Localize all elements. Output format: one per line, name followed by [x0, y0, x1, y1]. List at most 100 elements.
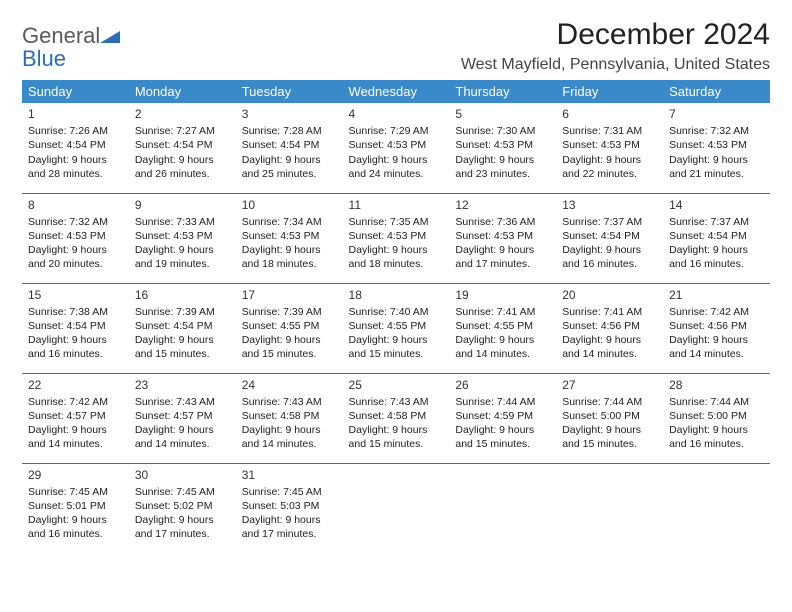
calendar-table: SundayMondayTuesdayWednesdayThursdayFrid…: [22, 80, 770, 553]
day2-line: and 25 minutes.: [242, 167, 337, 181]
sunset-line: Sunset: 5:00 PM: [562, 409, 657, 423]
day-number: 2: [135, 106, 230, 122]
day-number: 20: [562, 287, 657, 303]
day-header: Tuesday: [236, 80, 343, 103]
day2-line: and 16 minutes.: [669, 257, 764, 271]
calendar-cell: 27Sunrise: 7:44 AMSunset: 5:00 PMDayligh…: [556, 373, 663, 463]
sunset-line: Sunset: 4:54 PM: [28, 138, 123, 152]
calendar-cell: 15Sunrise: 7:38 AMSunset: 4:54 PMDayligh…: [22, 283, 129, 373]
day-number: 14: [669, 197, 764, 213]
day1-line: Daylight: 9 hours: [669, 333, 764, 347]
day-number: 25: [349, 377, 444, 393]
sunset-line: Sunset: 4:54 PM: [135, 138, 230, 152]
day-number: 22: [28, 377, 123, 393]
calendar-cell: 28Sunrise: 7:44 AMSunset: 5:00 PMDayligh…: [663, 373, 770, 463]
calendar-cell: [556, 463, 663, 553]
day2-line: and 14 minutes.: [135, 437, 230, 451]
day1-line: Daylight: 9 hours: [135, 513, 230, 527]
day1-line: Daylight: 9 hours: [28, 333, 123, 347]
sunset-line: Sunset: 4:55 PM: [455, 319, 550, 333]
day-number: 9: [135, 197, 230, 213]
day-number: 19: [455, 287, 550, 303]
calendar-cell: 25 Sunrise: 7:43 AMSunset: 4:58 PMDayligh…: [343, 373, 450, 463]
calendar-cell: 16Sunrise: 7:39 AMSunset: 4:54 PMDayligh…: [129, 283, 236, 373]
day1-line: Daylight: 9 hours: [135, 333, 230, 347]
day-number: 29: [28, 467, 123, 483]
calendar-cell: 26Sunrise: 7:44 AMSunset: 4:59 PMDayligh…: [449, 373, 556, 463]
calendar-row: 15Sunrise: 7:38 AMSunset: 4:54 PMDayligh…: [22, 283, 770, 373]
day1-line: Daylight: 9 hours: [455, 243, 550, 257]
day-header: Sunday: [22, 80, 129, 103]
day2-line: and 21 minutes.: [669, 167, 764, 181]
sunrise-line: Sunrise: 7:32 AM: [28, 215, 123, 229]
sunset-line: Sunset: 4:53 PM: [135, 229, 230, 243]
day1-line: Daylight: 9 hours: [242, 423, 337, 437]
day1-line: Daylight: 9 hours: [349, 243, 444, 257]
day-number: 13: [562, 197, 657, 213]
day1-line: Daylight: 9 hours: [135, 243, 230, 257]
sunset-line: Sunset: 4:58 PM: [349, 409, 444, 423]
location: West Mayfield, Pennsylvania, United Stat…: [461, 56, 770, 74]
day-header: Thursday: [449, 80, 556, 103]
calendar-row: 1Sunrise: 7:26 AMSunset: 4:54 PMDaylight…: [22, 103, 770, 193]
day-header: Monday: [129, 80, 236, 103]
day-number: 7: [669, 106, 764, 122]
sunset-line: Sunset: 5:00 PM: [669, 409, 764, 423]
day2-line: and 15 minutes.: [562, 437, 657, 451]
sunrise-line: Sunrise: 7:30 AM: [455, 124, 550, 138]
day2-line: and 16 minutes.: [562, 257, 657, 271]
day2-line: and 15 minutes.: [242, 347, 337, 361]
day2-line: and 28 minutes.: [28, 167, 123, 181]
day1-line: Daylight: 9 hours: [242, 243, 337, 257]
day1-line: Daylight: 9 hours: [242, 153, 337, 167]
sunset-line: Sunset: 4:57 PM: [28, 409, 123, 423]
day1-line: Daylight: 9 hours: [562, 243, 657, 257]
day-number: 30: [135, 467, 230, 483]
sunrise-line: Sunrise: 7:44 AM: [455, 395, 550, 409]
day2-line: and 16 minutes.: [28, 347, 123, 361]
sunset-line: Sunset: 4:53 PM: [455, 138, 550, 152]
logo-line1: General: [22, 23, 100, 48]
calendar-cell: [449, 463, 556, 553]
sunrise-line: Sunrise: 7:37 AM: [669, 215, 764, 229]
sunset-line: Sunset: 4:54 PM: [669, 229, 764, 243]
sunset-line: Sunset: 4:56 PM: [562, 319, 657, 333]
calendar-cell: 18Sunrise: 7:40 AMSunset: 4:55 PMDayligh…: [343, 283, 450, 373]
day2-line: and 18 minutes.: [242, 257, 337, 271]
sunrise-line: Sunrise: 7:45 AM: [28, 485, 123, 499]
day1-line: Daylight: 9 hours: [349, 423, 444, 437]
day1-line: Daylight: 9 hours: [28, 513, 123, 527]
day-header: Wednesday: [343, 80, 450, 103]
day1-line: Daylight: 9 hours: [455, 423, 550, 437]
calendar-cell: 4Sunrise: 7:29 AMSunset: 4:53 PMDaylight…: [343, 103, 450, 193]
day-number: 21: [669, 287, 764, 303]
day-number: 8: [28, 197, 123, 213]
sunrise-line: Sunrise: 7:39 AM: [242, 305, 337, 319]
calendar-cell: 12Sunrise: 7:36 AMSunset: 4:53 PMDayligh…: [449, 193, 556, 283]
day2-line: and 23 minutes.: [455, 167, 550, 181]
day2-line: and 14 minutes.: [455, 347, 550, 361]
calendar-cell: 20Sunrise: 7:41 AMSunset: 4:56 PMDayligh…: [556, 283, 663, 373]
day1-line: Daylight: 9 hours: [349, 333, 444, 347]
day-number: 4: [349, 106, 444, 122]
sunset-line: Sunset: 4:53 PM: [669, 138, 764, 152]
day-number: 1: [28, 106, 123, 122]
day-number: 27: [562, 377, 657, 393]
calendar-cell: 7Sunrise: 7:32 AMSunset: 4:53 PMDaylight…: [663, 103, 770, 193]
sunrise-line: Sunrise: 7:34 AM: [242, 215, 337, 229]
day1-line: Daylight: 9 hours: [242, 513, 337, 527]
sunrise-line: Sunrise: 7:33 AM: [135, 215, 230, 229]
sunrise-line: Sunrise: 7:43 AM: [349, 395, 444, 409]
month-title: December 2024: [461, 18, 770, 52]
day2-line: and 16 minutes.: [28, 527, 123, 541]
day1-line: Daylight: 9 hours: [135, 153, 230, 167]
calendar-cell: 19Sunrise: 7:41 AMSunset: 4:55 PMDayligh…: [449, 283, 556, 373]
day-number: 31: [242, 467, 337, 483]
day-header: Friday: [556, 80, 663, 103]
sunrise-line: Sunrise: 7:32 AM: [669, 124, 764, 138]
sunrise-line: Sunrise: 7:31 AM: [562, 124, 657, 138]
day2-line: and 16 minutes.: [669, 437, 764, 451]
sunset-line: Sunset: 5:02 PM: [135, 499, 230, 513]
day2-line: and 15 minutes.: [455, 437, 550, 451]
calendar-cell: 6Sunrise: 7:31 AMSunset: 4:53 PMDaylight…: [556, 103, 663, 193]
